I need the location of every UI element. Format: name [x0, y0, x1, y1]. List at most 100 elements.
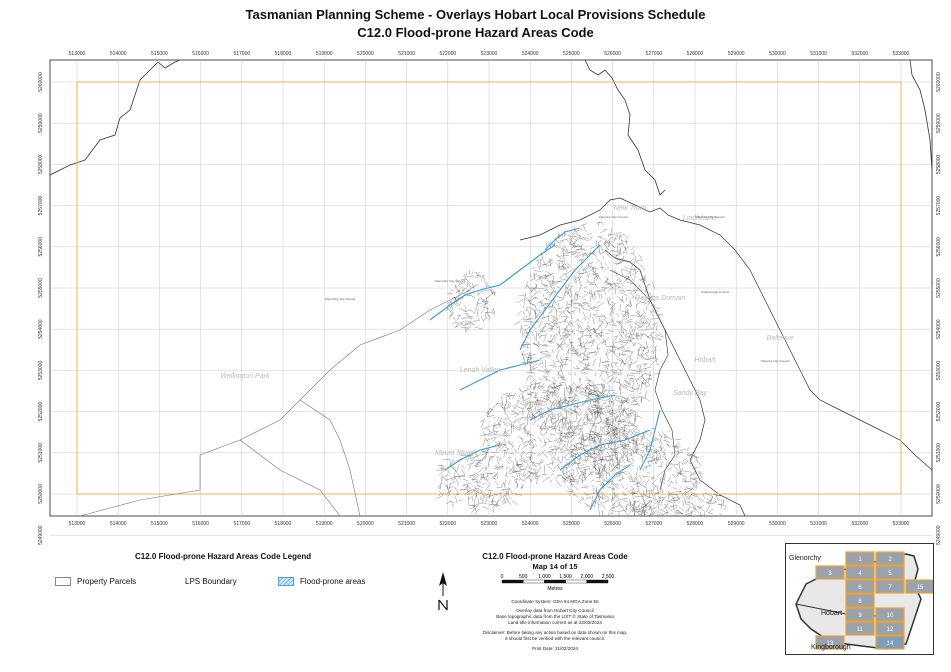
- keymap-tile[interactable]: 11: [845, 621, 875, 636]
- x-tick-label: 515000: [151, 521, 168, 527]
- x-tick-label: 525000: [563, 51, 580, 57]
- svg-text:2: 2: [888, 557, 892, 563]
- keymap-tile[interactable]: 9: [845, 607, 875, 622]
- keymap-tile[interactable]: 14: [875, 635, 905, 650]
- scale-label: 500: [519, 574, 528, 580]
- council-label: Clarence City Council: [761, 359, 790, 363]
- scale-label: 0: [501, 574, 504, 580]
- x-tick-label: 514000: [110, 521, 127, 527]
- council-label: Glenorchy City Council: [325, 297, 356, 301]
- svg-text:15: 15: [917, 585, 924, 591]
- print-date: Print Date: 21/02/2024: [532, 646, 578, 651]
- legend-label-lps: LPS Boundary: [185, 577, 237, 586]
- info-title: C12.0 Flood-prone Hazard Areas Code: [482, 552, 628, 561]
- svg-text:4: 4: [858, 571, 862, 577]
- x-tick-label: 518000: [275, 51, 292, 57]
- keymap-tile[interactable]: 15: [905, 579, 933, 594]
- x-tick-label: 518000: [275, 521, 292, 527]
- keymap-tile[interactable]: 4: [845, 565, 875, 580]
- x-tick-label: 513000: [69, 521, 86, 527]
- x-tick-label: 514000: [110, 51, 127, 57]
- flood-prone-areas: [429, 227, 661, 511]
- x-tick-label: 532000: [851, 51, 868, 57]
- svg-text:3: 3: [828, 571, 832, 577]
- y-tick-label: 5255000: [936, 278, 942, 298]
- svg-text:8: 8: [858, 599, 862, 605]
- x-tick-labels: 513000 513000 514000 514000 515000 515000 5160…: [69, 51, 910, 527]
- x-tick-label: 533000: [893, 51, 910, 57]
- y-tick-label: 5251000: [936, 443, 942, 463]
- keymap-tile[interactable]: 7: [875, 579, 905, 594]
- legend-item-lps: LPS Boundary: [185, 577, 237, 586]
- keymap-tile[interactable]: 6: [845, 579, 875, 594]
- place-label: Lindisfarne: [683, 215, 717, 222]
- y-tick-label: 5255000: [38, 278, 44, 298]
- x-tick-label: 526000: [604, 521, 621, 527]
- keymap-tile[interactable]: 1: [845, 551, 875, 566]
- svg-text:5: 5: [888, 571, 892, 577]
- disclaimer-line-1: Disclaimer: Before taking any action bas…: [482, 630, 628, 635]
- x-tick-label: 529000: [728, 51, 745, 57]
- legend-item-flood: Flood-prone areas: [278, 577, 365, 586]
- keymap-tile[interactable]: 8: [845, 593, 875, 608]
- park-boundary: [79, 289, 471, 516]
- y-tick-label: 5254000: [936, 319, 942, 339]
- x-tick-label: 523000: [481, 521, 498, 527]
- scale-label: 2,500: [602, 574, 615, 580]
- title-block: Tasmanian Planning Scheme - Overlays Hob…: [0, 6, 951, 42]
- map-subtitle: C12.0 Flood-prone Hazard Areas Code: [357, 25, 594, 40]
- x-tick-label: 515000: [151, 51, 168, 57]
- place-label: Tolmans Hill: [521, 400, 559, 407]
- y-tick-label: 5260000: [936, 72, 942, 92]
- place-label: Bellerive: [767, 335, 794, 342]
- keymap-tile[interactable]: 10: [875, 607, 905, 622]
- place-label: Sandy Bay: [673, 390, 707, 397]
- y-tick-label: 5250000: [936, 484, 942, 504]
- legend-label-flood: Flood-prone areas: [300, 577, 366, 586]
- x-tick-label: 517000: [233, 51, 250, 57]
- svg-text:6: 6: [858, 585, 862, 591]
- x-tick-label: 519000: [316, 521, 333, 527]
- scale-label: 2,000: [581, 574, 594, 580]
- x-tick-label: 520000: [357, 521, 374, 527]
- river-shore: [519, 197, 932, 516]
- svg-text:12: 12: [887, 627, 894, 633]
- council-label: Kingborough Council: [701, 290, 729, 294]
- place-label: Queens Domain: [635, 295, 686, 302]
- keymap-label-glenorchy: Glenorchy: [789, 555, 821, 562]
- keymap-tile[interactable]: 12: [875, 621, 905, 636]
- svg-text:10: 10: [887, 613, 894, 619]
- council-label: Clarence City Council: [599, 215, 628, 219]
- keymap-tile[interactable]: 2: [875, 551, 905, 566]
- map-info-block: C12.0 Flood-prone Hazard Areas Code Map …: [455, 552, 655, 652]
- key-map[interactable]: 1 2 3 4 5 6 7 8 9 10 11 12 13 14 15 Glenorchy Hobart K…: [785, 543, 934, 655]
- legend-title: C12.0 Flood-prone Hazard Areas Code Lege…: [135, 552, 312, 561]
- x-tick-label: 532000: [851, 521, 868, 527]
- y-tick-label: 5252000: [38, 402, 44, 422]
- x-tick-label: 519000: [316, 51, 333, 57]
- x-tick-label: 530000: [769, 521, 786, 527]
- x-tick-label: 516000: [192, 521, 209, 527]
- x-tick-label: 523000: [481, 51, 498, 57]
- source-line-2: Base topographic data from the LIST © St…: [496, 614, 614, 619]
- x-tick-label: 527000: [645, 51, 662, 57]
- x-tick-label: 522000: [439, 51, 456, 57]
- y-tick-label: 5252000: [936, 402, 942, 422]
- keymap-tile[interactable]: 3: [815, 565, 845, 580]
- y-tick-label: 5251000: [38, 443, 44, 463]
- map-title: Tasmanian Planning Scheme - Overlays Hob…: [245, 7, 706, 22]
- council-label: Clarence City Council: [696, 215, 725, 219]
- x-tick-label: 522000: [439, 521, 456, 527]
- y-tick-label: 5260000: [38, 72, 44, 92]
- source-line-1: Overlay data from Hobart City Council: [516, 608, 594, 613]
- keymap-tile[interactable]: 5: [875, 565, 905, 580]
- y-tick-label: 5256000: [38, 237, 44, 257]
- x-tick-label: 524000: [522, 521, 539, 527]
- svg-text:13: 13: [827, 641, 834, 647]
- scale-unit: Metres: [547, 586, 563, 592]
- x-tick-label: 520000: [357, 51, 374, 57]
- keymap-label-hobart: Hobart: [821, 610, 843, 617]
- keymap-tile[interactable]: 13: [815, 635, 845, 650]
